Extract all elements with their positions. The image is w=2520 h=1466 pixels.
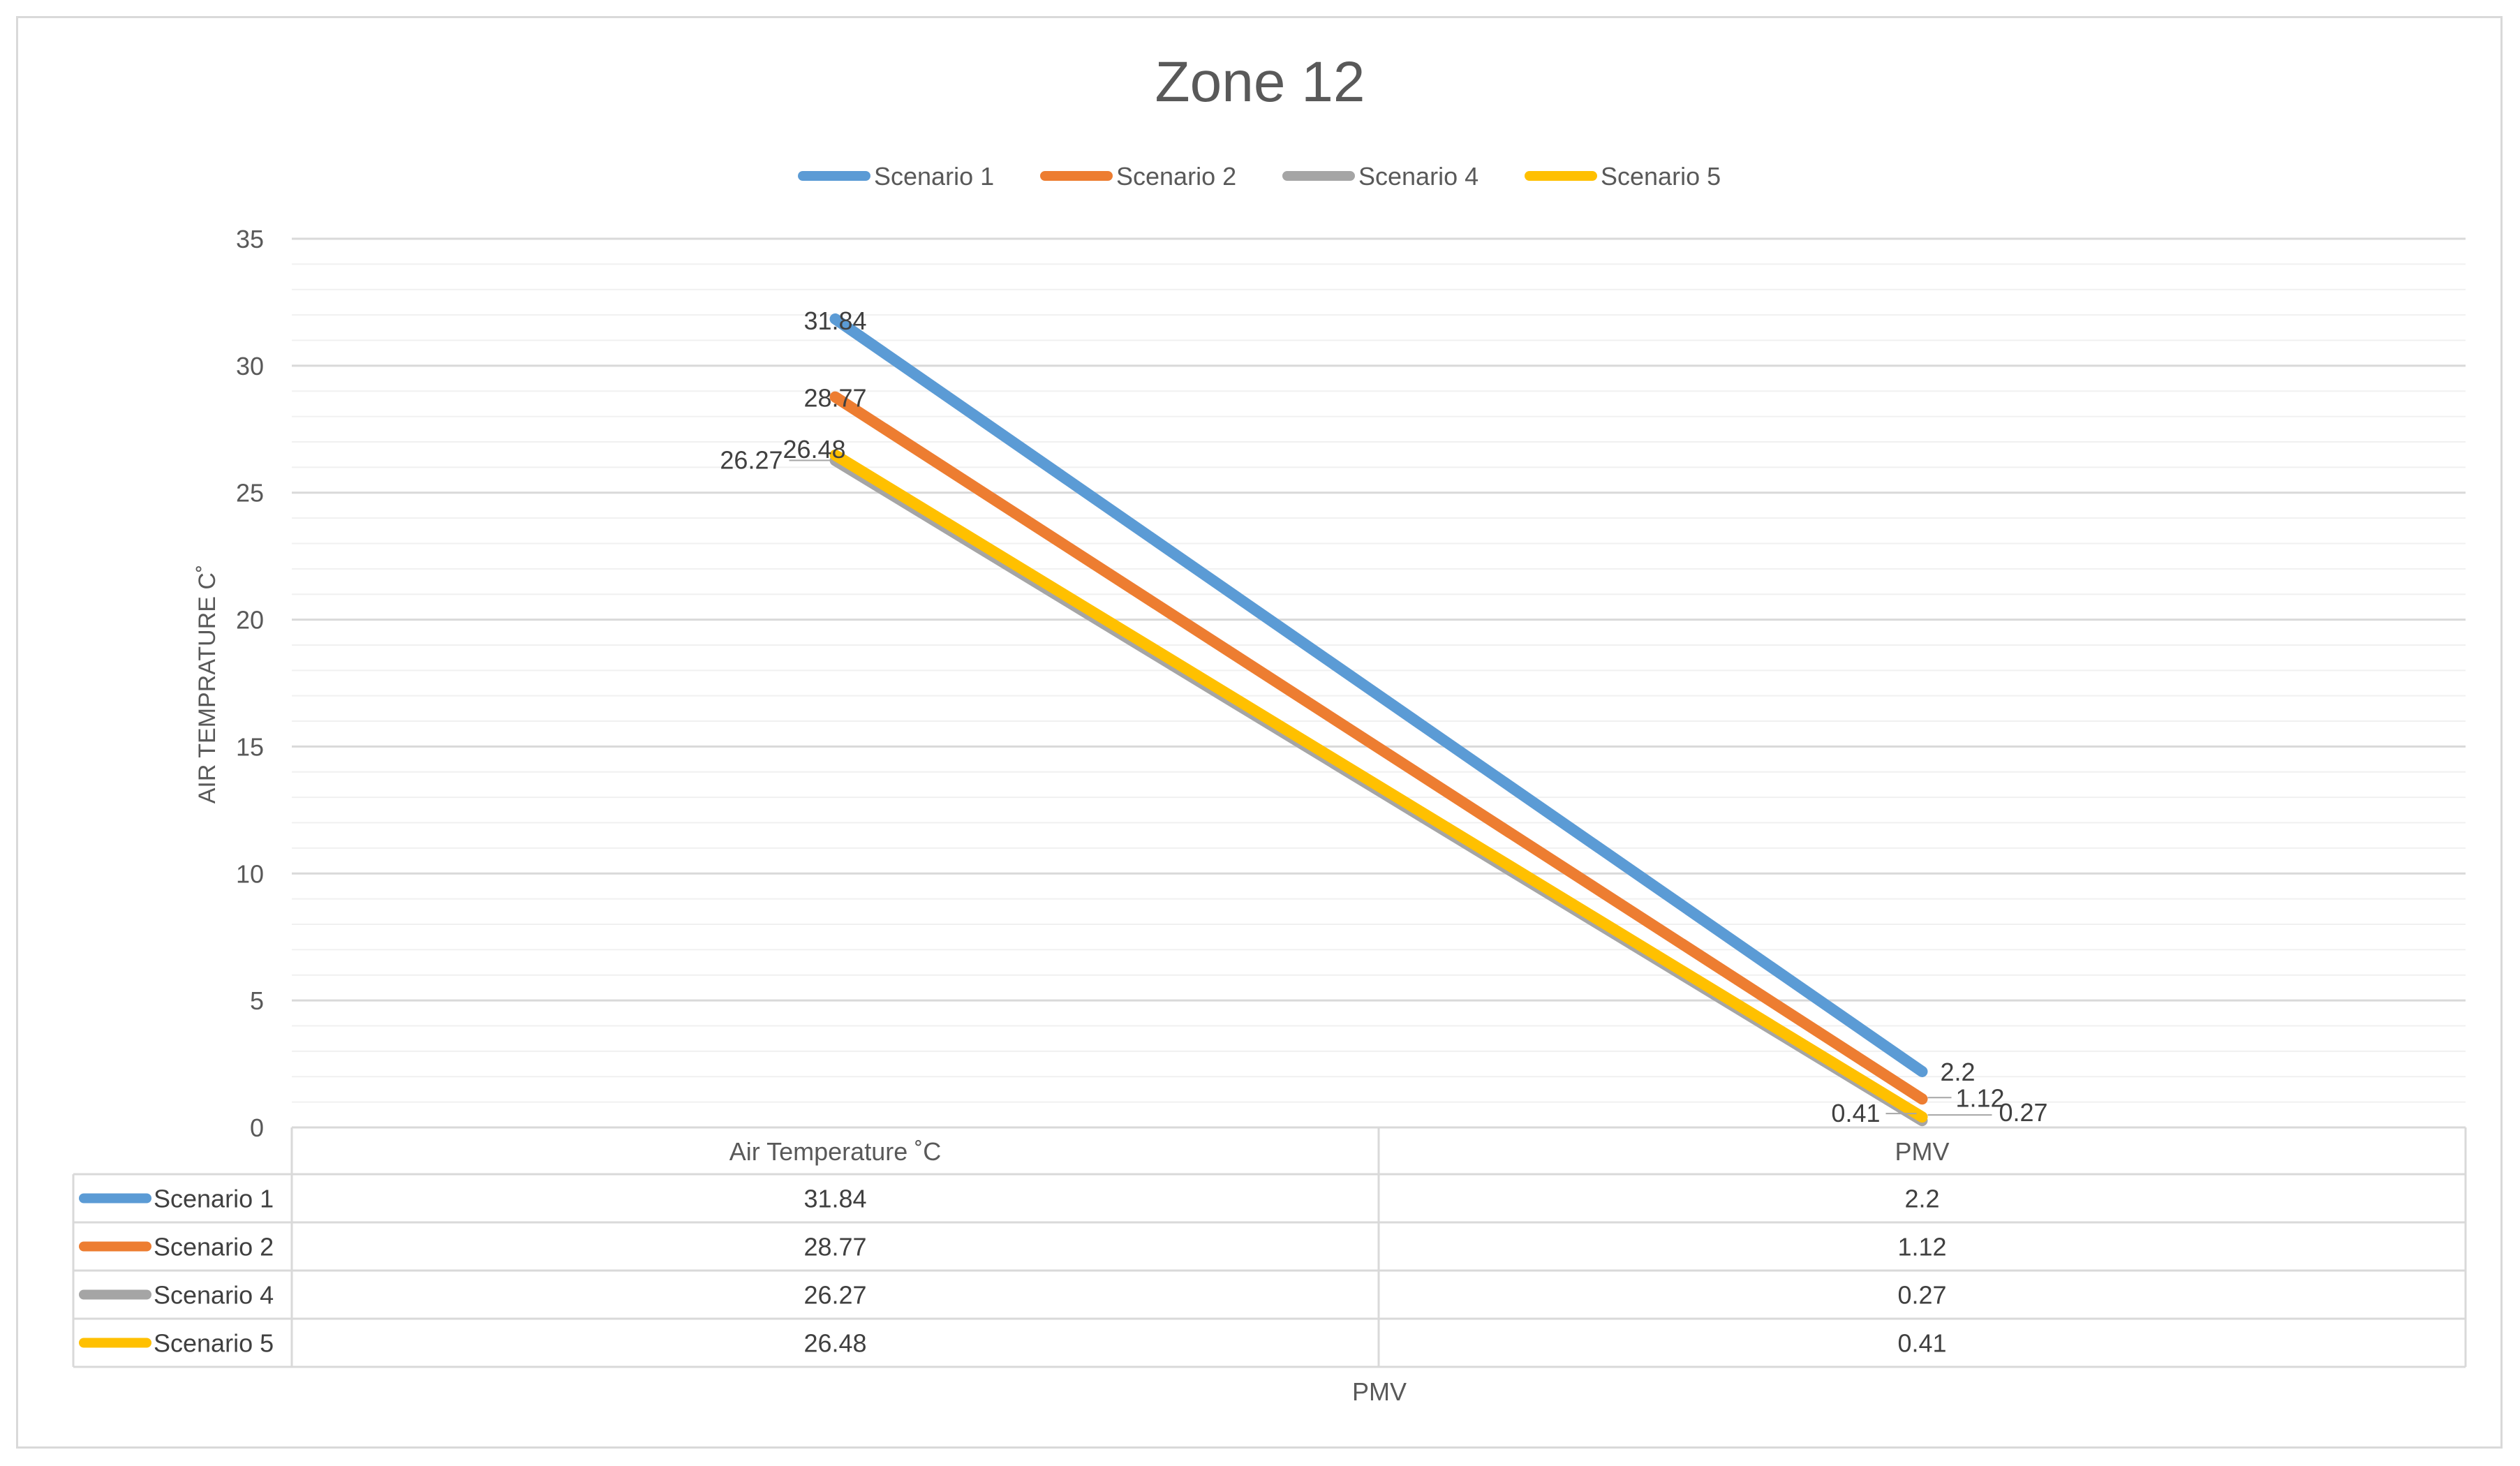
data-label: 0.27 — [1999, 1098, 2048, 1127]
series-line — [829, 313, 1928, 1077]
y-tick-label: 5 — [250, 986, 264, 1015]
data-table: Air Temperature ˚C PMV Scenario 1 31.84 2.2 S… — [72, 1126, 2467, 1368]
y-tick-label: 20 — [236, 606, 264, 635]
legend-entry: Scenario 4 — [1358, 162, 1478, 191]
table-series-name: Scenario 1 — [154, 1185, 274, 1213]
y-tick-label: 25 — [236, 479, 264, 508]
table-series-name: Scenario 5 — [154, 1329, 274, 1358]
chart-frame — [16, 16, 2503, 1449]
table-cell: 1.12 — [1897, 1233, 1946, 1261]
data-label: 0.41 — [1831, 1099, 1880, 1127]
y-tick-label: 35 — [236, 225, 264, 253]
table-cell: 26.27 — [803, 1281, 866, 1310]
data-label: 2.2 — [1941, 1058, 1976, 1086]
series-line — [829, 449, 1928, 1123]
data-label: 1.12 — [1956, 1083, 2005, 1112]
x-tick-label: Air Temperature ˚C — [729, 1137, 941, 1166]
chart-title: Zone 12 — [1155, 50, 1365, 114]
table-cell: 31.84 — [803, 1185, 866, 1213]
plot-area — [829, 313, 1928, 1127]
data-label: 28.77 — [803, 384, 866, 413]
y-axis: 0 5 10 15 20 25 30 35 — [236, 225, 264, 1142]
grid — [292, 237, 2466, 1129]
table-cell: 0.27 — [1897, 1281, 1946, 1310]
table-cell: 0.41 — [1897, 1329, 1946, 1358]
table-cell: 28.77 — [803, 1233, 866, 1261]
x-axis-label: PMV — [1352, 1377, 1407, 1406]
y-axis-label: AIR TEMPRATURE C˚ — [194, 565, 221, 804]
table-series-name: Scenario 4 — [154, 1281, 274, 1310]
table-cell: 2.2 — [1904, 1185, 1939, 1213]
y-tick-label: 10 — [236, 859, 264, 888]
y-tick-label: 30 — [236, 352, 264, 380]
legend-entry: Scenario 2 — [1116, 162, 1236, 191]
y-tick-label: 0 — [250, 1113, 264, 1142]
series-line — [829, 391, 1928, 1105]
legend-entry: Scenario 5 — [1601, 162, 1721, 191]
data-label: 26.27 — [720, 446, 783, 475]
data-label: 26.48 — [783, 435, 845, 464]
table-series-name: Scenario 2 — [154, 1233, 274, 1261]
x-tick-label: PMV — [1895, 1137, 1949, 1166]
legend: Scenario 1 Scenario 2 Scenario 4 Scenario 5 — [798, 162, 1721, 191]
data-label: 31.84 — [803, 306, 866, 335]
y-tick-label: 15 — [236, 732, 264, 761]
table-cell: 26.48 — [803, 1329, 866, 1358]
legend-entry: Scenario 1 — [874, 162, 994, 191]
